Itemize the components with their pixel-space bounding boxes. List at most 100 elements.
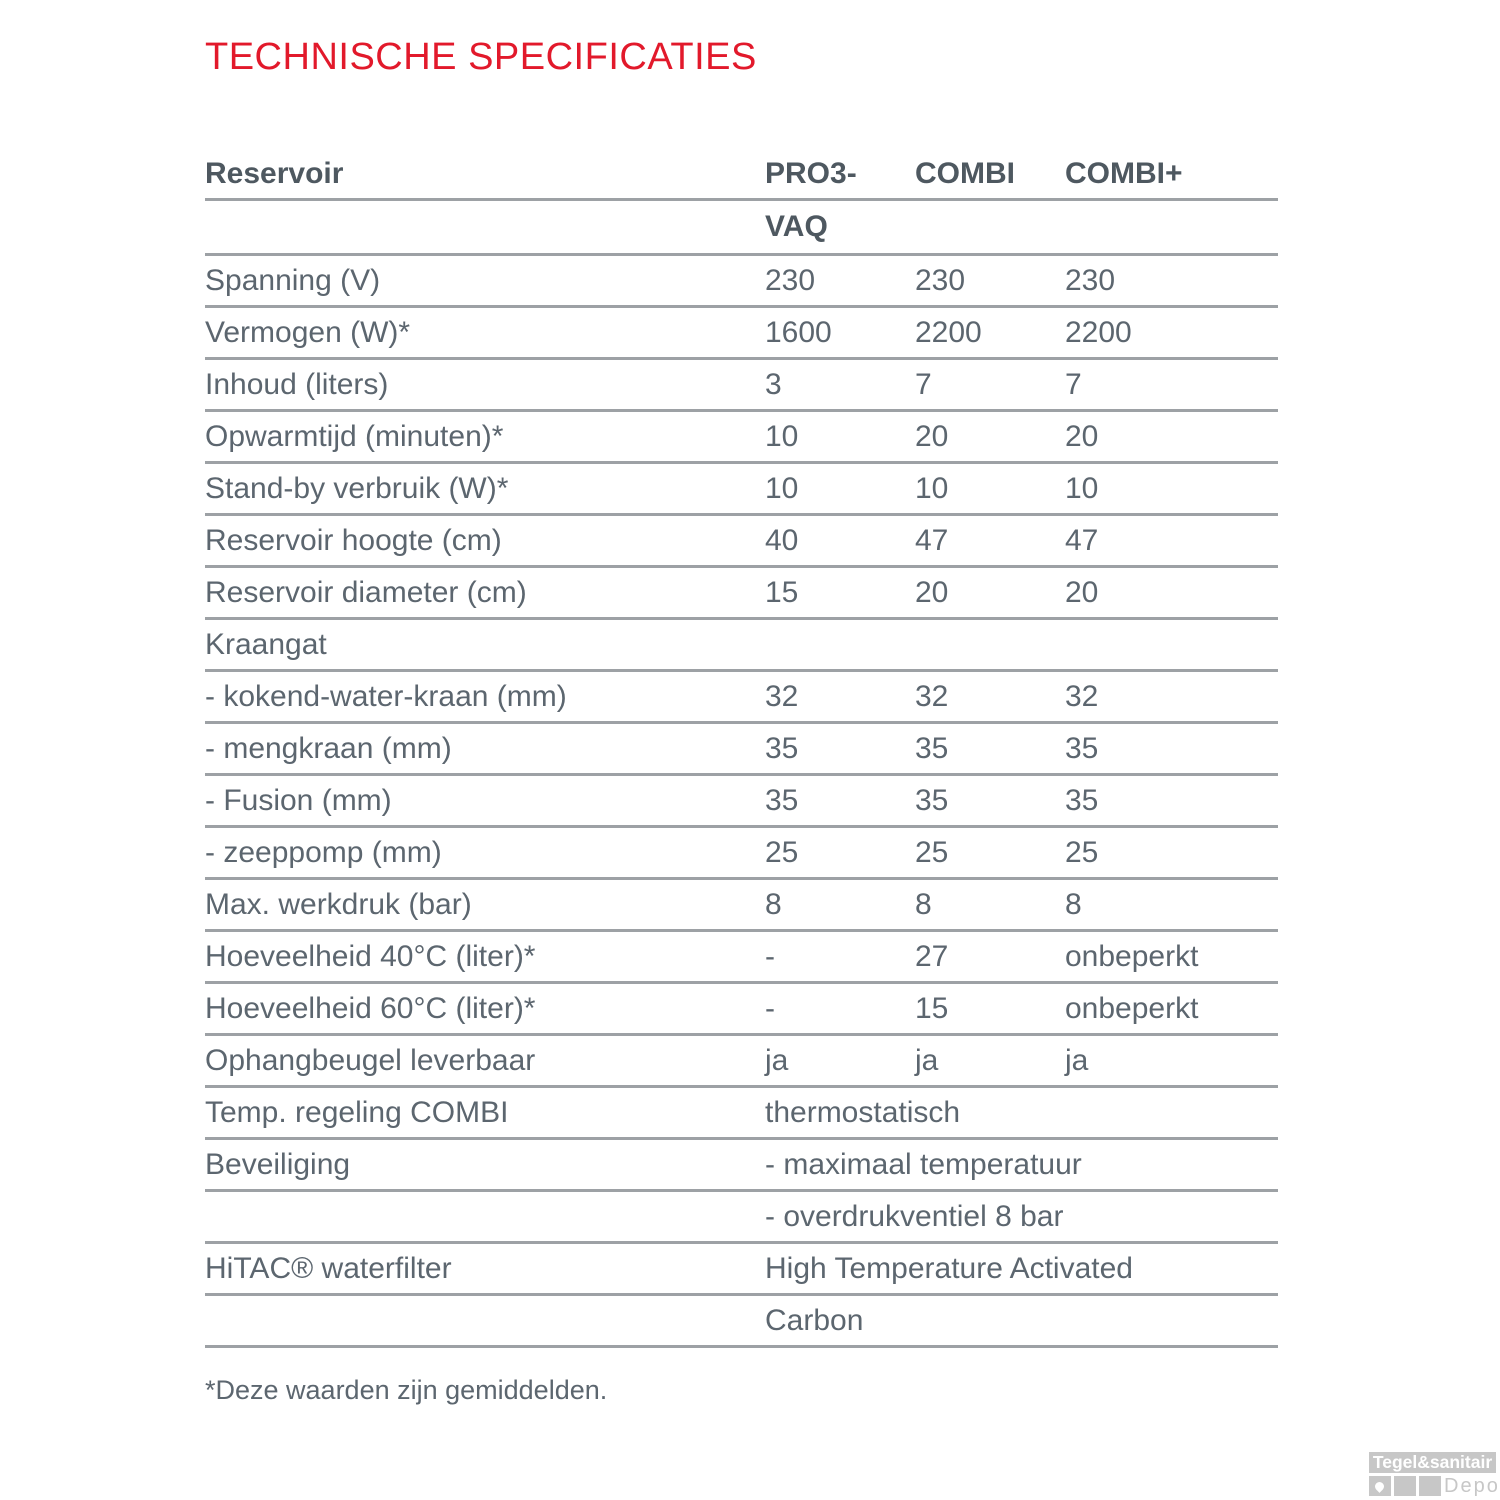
table-row: Spanning (V) 230 230 230: [205, 256, 1278, 308]
table-row: Max. werkdruk (bar) 8 8 8: [205, 880, 1278, 932]
row-value: 47: [915, 523, 949, 557]
row-span-value: - overdrukventiel 8 bar: [765, 1199, 1064, 1233]
logo-sub-text: Depot: [1444, 1474, 1500, 1497]
row-value: -: [765, 939, 775, 973]
row-label: Stand-by verbruik (W)*: [205, 471, 509, 505]
row-value: 230: [1065, 263, 1116, 297]
row-value: 10: [915, 471, 949, 505]
table-row: Carbon: [205, 1296, 1278, 1348]
logo-square-3: [1419, 1476, 1441, 1496]
row-value: 32: [1065, 679, 1099, 713]
row-value: 20: [915, 419, 949, 453]
table-row: - mengkraan (mm) 35 35 35: [205, 724, 1278, 776]
row-label: HiTAC® waterfilter: [205, 1251, 452, 1285]
page-title: TECHNISCHE SPECIFICATIES: [205, 36, 757, 78]
logo-bottom-row: Depot: [1369, 1475, 1500, 1497]
table-row: Hoeveelheid 40°C (liter)* - 27 onbeperkt: [205, 932, 1278, 984]
row-value: 230: [915, 263, 966, 297]
row-value: 15: [915, 991, 949, 1025]
row-label: Hoeveelheid 60°C (liter)*: [205, 991, 536, 1025]
table-row: - zeeppomp (mm) 25 25 25: [205, 828, 1278, 880]
row-value: ja: [915, 1043, 939, 1077]
row-label: Reservoir diameter (cm): [205, 575, 527, 609]
table-row: Inhoud (liters) 3 7 7: [205, 360, 1278, 412]
water-droplet-icon: [1373, 1480, 1386, 1493]
table-row: Kraangat: [205, 620, 1278, 672]
row-value: 25: [1065, 835, 1099, 869]
row-value: 3: [765, 367, 782, 401]
row-value: 230: [765, 263, 816, 297]
table-row: Beveiliging - maximaal temperatuur: [205, 1140, 1278, 1192]
row-value: ja: [1065, 1043, 1089, 1077]
row-value: 40: [765, 523, 799, 557]
row-label: Hoeveelheid 40°C (liter)*: [205, 939, 536, 973]
footnote: *Deze waarden zijn gemiddelden.: [205, 1375, 608, 1405]
table-row: Reservoir hoogte (cm) 40 47 47: [205, 516, 1278, 568]
row-value: 27: [915, 939, 949, 973]
table-row: Stand-by verbruik (W)* 10 10 10: [205, 464, 1278, 516]
logo-square-2: [1394, 1476, 1416, 1496]
table-row: Ophangbeugel leverbaar ja ja ja: [205, 1036, 1278, 1088]
row-value: 8: [915, 887, 932, 921]
header-reservoir: Reservoir: [205, 157, 344, 190]
row-value: 20: [1065, 575, 1099, 609]
row-value: 32: [915, 679, 949, 713]
row-label: Spanning (V): [205, 263, 381, 297]
row-label: Ophangbeugel leverbaar: [205, 1043, 536, 1077]
table-row: Temp. regeling COMBI thermostatisch: [205, 1088, 1278, 1140]
logo-square-1: [1369, 1476, 1391, 1496]
brand-logo: Tegel&sanitair Depot: [1369, 1452, 1500, 1497]
table-row: Vermogen (W)* 1600 2200 2200: [205, 308, 1278, 360]
row-value: onbeperkt: [1065, 991, 1199, 1025]
row-value: -: [765, 991, 775, 1025]
row-value: 10: [765, 471, 799, 505]
row-label: - mengkraan (mm): [205, 731, 452, 765]
row-label: Kraangat: [205, 627, 327, 661]
table-body: Spanning (V) 230 230 230 Vermogen (W)* 1600 22…: [205, 256, 1278, 1348]
row-value: 8: [765, 887, 782, 921]
row-value: 7: [915, 367, 932, 401]
row-label: Vermogen (W)*: [205, 315, 411, 349]
table-row: - Fusion (mm) 35 35 35: [205, 776, 1278, 828]
row-label: Max. werkdruk (bar): [205, 887, 472, 921]
row-value: 35: [765, 783, 799, 817]
row-value: 20: [915, 575, 949, 609]
row-span-value: thermostatisch: [765, 1095, 961, 1129]
row-label: Beveiliging: [205, 1147, 351, 1181]
row-value: 35: [1065, 783, 1099, 817]
row-label: Reservoir hoogte (cm): [205, 523, 502, 557]
header-col-vaq: VAQ: [765, 210, 828, 243]
row-value: 32: [765, 679, 799, 713]
row-span-value: - maximaal temperatuur: [765, 1147, 1082, 1181]
row-label: - zeeppomp (mm): [205, 835, 442, 869]
row-value: 47: [1065, 523, 1099, 557]
row-value: 1600: [765, 315, 832, 349]
logo-brand-text: Tegel&sanitair: [1369, 1452, 1496, 1473]
row-value: 20: [1065, 419, 1099, 453]
table-row: - overdrukventiel 8 bar: [205, 1192, 1278, 1244]
table-row: Reservoir diameter (cm) 15 20 20: [205, 568, 1278, 620]
row-value: 35: [915, 783, 949, 817]
row-value: 7: [1065, 367, 1082, 401]
table-row: Hoeveelheid 60°C (liter)* - 15 onbeperkt: [205, 984, 1278, 1036]
row-label: Inhoud (liters): [205, 367, 389, 401]
row-label: - Fusion (mm): [205, 783, 392, 817]
row-span-value: Carbon: [765, 1303, 864, 1337]
row-value: 15: [765, 575, 799, 609]
row-value: 10: [765, 419, 799, 453]
row-value: 2200: [915, 315, 982, 349]
row-label: - kokend-water-kraan (mm): [205, 679, 567, 713]
row-value: ja: [765, 1043, 789, 1077]
row-value: 8: [1065, 887, 1082, 921]
row-value: 35: [1065, 731, 1099, 765]
row-value: 25: [915, 835, 949, 869]
row-value: onbeperkt: [1065, 939, 1199, 973]
row-value: 25: [765, 835, 799, 869]
row-value: 35: [915, 731, 949, 765]
header-col-combi: COMBI: [915, 157, 1015, 190]
header-col-combiplus: COMBI+: [1065, 157, 1183, 190]
table-header-row: Reservoir PRO3- COMBI COMBI+: [205, 150, 1278, 201]
row-label: Temp. regeling COMBI: [205, 1095, 509, 1129]
row-label: Opwarmtijd (minuten)*: [205, 419, 504, 453]
